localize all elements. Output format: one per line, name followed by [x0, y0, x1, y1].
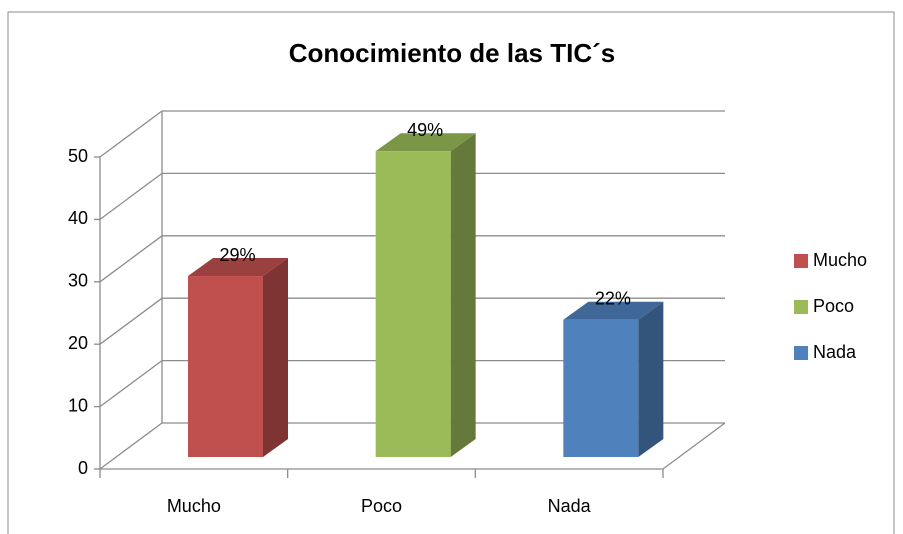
legend-swatch	[794, 300, 808, 314]
grid-line	[99, 235, 725, 283]
y-tick-label: 20	[68, 333, 88, 353]
x-tick-label: Nada	[548, 496, 592, 516]
grid-line	[99, 359, 725, 408]
bar-top	[563, 301, 664, 320]
bar-side	[450, 133, 476, 458]
bar-side	[263, 258, 288, 457]
legend-label: Poco	[813, 296, 854, 316]
legend-swatch	[794, 254, 808, 268]
bar	[375, 151, 451, 458]
grid-line	[99, 422, 725, 470]
chart-title: Conocimiento de las TIC´s	[289, 38, 616, 68]
bar	[188, 276, 263, 457]
y-tick-label: 0	[78, 458, 88, 478]
bar-top	[188, 258, 288, 277]
x-tick-label: Poco	[361, 496, 402, 516]
grid-line	[99, 297, 725, 345]
bar-side	[638, 301, 664, 457]
grid-line	[99, 172, 725, 220]
grid-line	[99, 110, 725, 158]
bar	[563, 319, 639, 457]
y-tick-label: 10	[68, 395, 88, 415]
value-label: 49%	[407, 120, 443, 140]
y-tick-label: 50	[68, 146, 88, 166]
legend-label: Mucho	[813, 250, 867, 270]
y-tick-label: 30	[68, 271, 88, 291]
value-label: 29%	[219, 245, 255, 265]
legend-swatch	[794, 346, 808, 360]
legend-label: Nada	[813, 342, 857, 362]
bar-top	[375, 133, 476, 152]
y-tick-label: 40	[68, 208, 88, 228]
x-tick-label: Mucho	[167, 496, 221, 516]
value-label: 22%	[595, 288, 631, 308]
